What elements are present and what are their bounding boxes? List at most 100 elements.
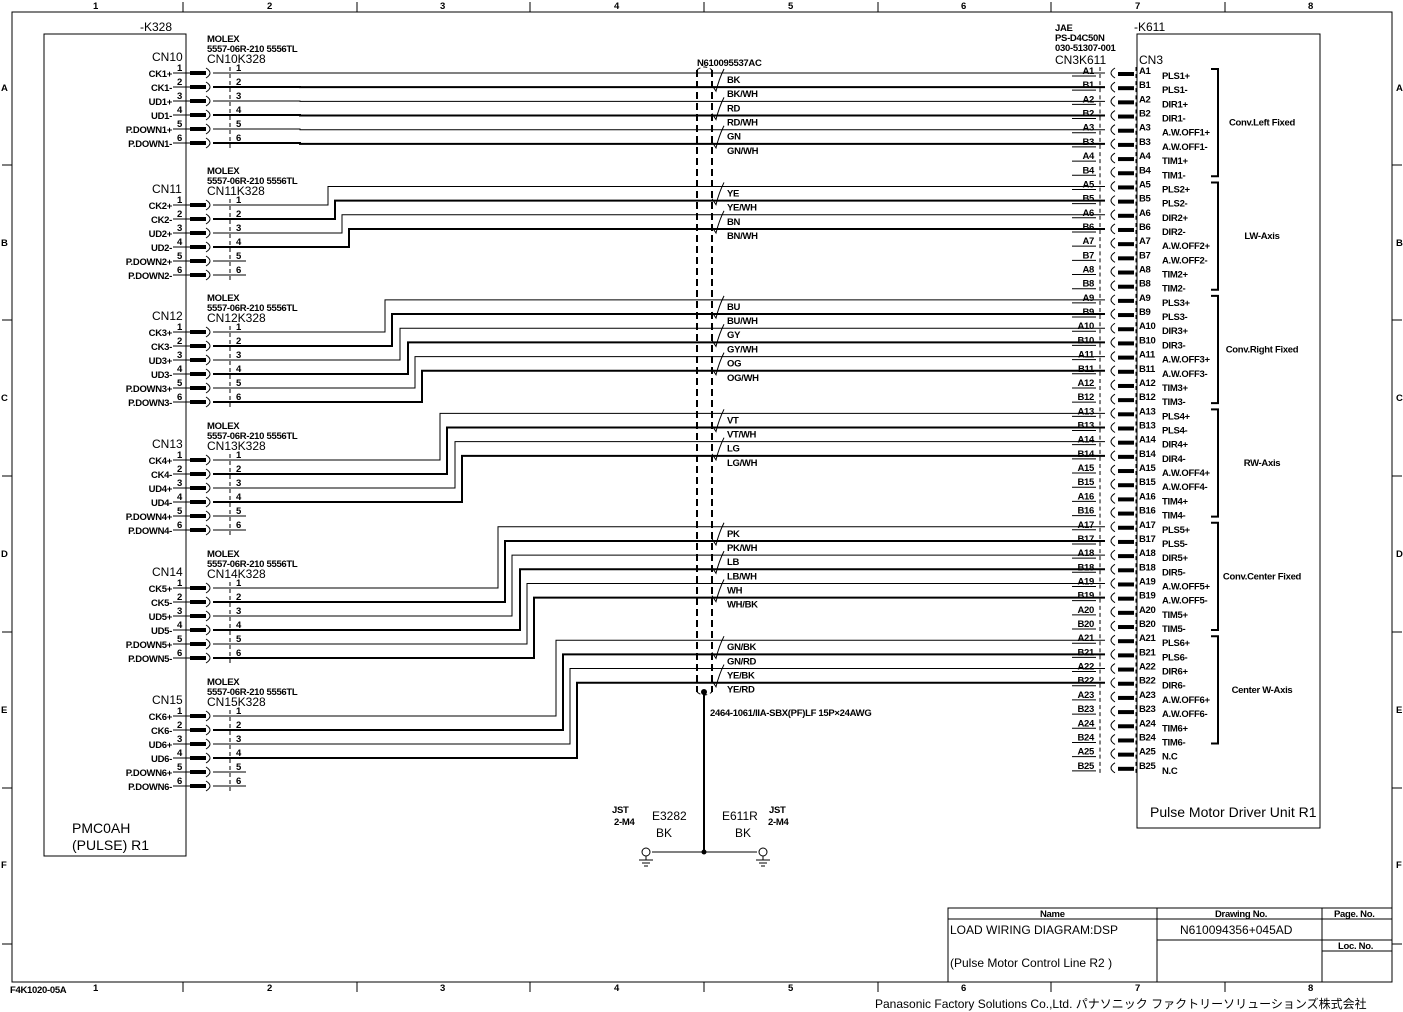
group-label: Center W-Axis [1232,685,1293,696]
connector-contact-icon [1110,563,1116,575]
left-pin-number: 4 [177,237,183,248]
left-pin-number-mate: 4 [236,105,242,116]
left-pin-number-mate: 2 [236,592,241,603]
left-pin-number: 4 [177,364,183,375]
ground-icon [756,856,770,867]
connector-part: 5557-06R-210 5556TL [207,303,298,314]
wire [213,114,1105,117]
group-bracket [1211,408,1219,518]
connector-contact-icon [205,738,211,750]
connector-contact-icon [1110,365,1116,377]
left-pin-number-mate: 1 [236,578,242,589]
wire-color-label: WH/BK [727,600,758,611]
right-pin-label: B1 [1082,80,1095,91]
twisted-pair-icon [711,97,725,121]
left-signal-name: UD3+ [149,356,173,367]
connector-mate: CN10K328 [207,52,266,66]
right-pin-label: B6 [1082,222,1094,233]
left-pin-number: 2 [177,592,182,603]
right-pin-label-inner: A3 [1139,123,1151,134]
connector-contact-icon [1110,336,1116,348]
row-label-left: E [1,705,7,716]
right-pin-label: A6 [1082,208,1094,219]
wire-color-label: GY [727,330,741,341]
wire-color-label: PK/WH [727,543,758,554]
right-signal-name: TIM2- [1162,284,1185,295]
connector-mate: CN13K328 [207,439,266,453]
left-pin-number-mate: 5 [236,251,242,262]
ring-terminal-icon [641,847,651,857]
right-pin-label-inner: A6 [1139,208,1151,219]
connector-contact-icon [205,67,211,79]
right-signal-name: DIR2- [1162,227,1185,238]
wire [213,653,1105,731]
junction-dot [701,849,707,855]
left-pin-number-mate: 6 [236,133,241,144]
right-pin-label: A24 [1077,718,1095,729]
right-pin-label: A13 [1077,406,1094,417]
connector-contact-icon [1110,677,1116,689]
right-pin-label: B11 [1078,364,1095,375]
left-pin-number-mate: 2 [236,336,241,347]
wire-color-label: LG/WH [727,458,758,469]
right-signal-name: A.W.OFF3- [1162,369,1207,380]
right-pin-label: B3 [1082,137,1094,148]
wire [213,681,1105,759]
wire-color-label: YE/WH [727,203,757,214]
wire-color-label: YE/BK [727,671,755,682]
right-pin-label-inner: A12 [1139,378,1156,389]
left-pin-number-mate: 1 [236,322,242,333]
right-pin-label-inner: A15 [1139,463,1157,474]
right-pin-label: A12 [1077,378,1094,389]
right-pin-label-inner: B12 [1139,392,1156,403]
right-pin-label-inner: A14 [1139,435,1157,446]
left-signal-name: P.DOWN2+ [126,257,173,268]
wire-color-label: GY/WH [727,344,758,355]
connector-contact-icon [1110,251,1116,263]
connector-maker: MOLEX [207,421,240,432]
right-pin-label-inner: B11 [1139,364,1156,375]
left-pin-number: 1 [177,578,183,589]
left-pin-number: 1 [177,322,183,333]
wire-color-label: LG [727,444,740,455]
wire-color-label: WH [727,585,743,596]
connector-contact-icon [205,269,211,281]
drawing-no-header: Drawing No. [1215,909,1267,920]
connector-contact-icon [205,326,211,338]
wire-color-label: PK [727,529,740,540]
right-unit-name: Pulse Motor Driver Unit R1 [1150,804,1317,820]
right-pin-label-inner: A19 [1139,576,1156,587]
connector-contact-icon [205,752,211,764]
left-pin-number-mate: 2 [236,720,241,731]
row-label-left: D [1,549,8,560]
ground-right-maker: JST [769,805,786,816]
title-block: Name Drawing No. Page. No. Loc. No. LOAD… [947,907,1393,983]
cable-part-no: N610095537AC [697,58,762,69]
left-pin-number-mate: 1 [236,450,242,461]
name-header: Name [1040,909,1065,920]
group-label: Conv.Center Fixed [1223,571,1302,582]
left-pin-number: 1 [177,63,183,74]
connector-contact-icon [1110,578,1116,589]
right-signal-name: PLS1+ [1162,71,1191,82]
right-signal-name: DIR3+ [1162,326,1188,337]
right-pin-label-inner: A23 [1139,690,1156,701]
wire [213,313,1105,347]
group-label: Conv.Right Fixed [1226,345,1299,356]
left-unit-k328: -K328 PMC0AH (PULSE) R1 [43,20,187,857]
right-unit-outline [1136,33,1321,829]
left-signal-name: UD6+ [149,740,173,751]
wire [213,327,1105,361]
left-signal-name: P.DOWN3+ [126,384,173,395]
right-signal-name: N.C [1162,766,1178,777]
right-pin-label: A22 [1077,662,1094,673]
wire [213,539,1105,603]
wire [213,341,1105,375]
left-signal-name: P.DOWN2- [128,271,172,282]
right-pin-label: B25 [1077,761,1095,772]
wire-color-label: OG [727,359,741,370]
right-signal-name: PLS1- [1162,85,1188,96]
right-signal-name: PLS5+ [1162,525,1191,536]
right-pin-label-inner: B1 [1139,80,1152,91]
connector-contact-icon [1110,209,1116,221]
